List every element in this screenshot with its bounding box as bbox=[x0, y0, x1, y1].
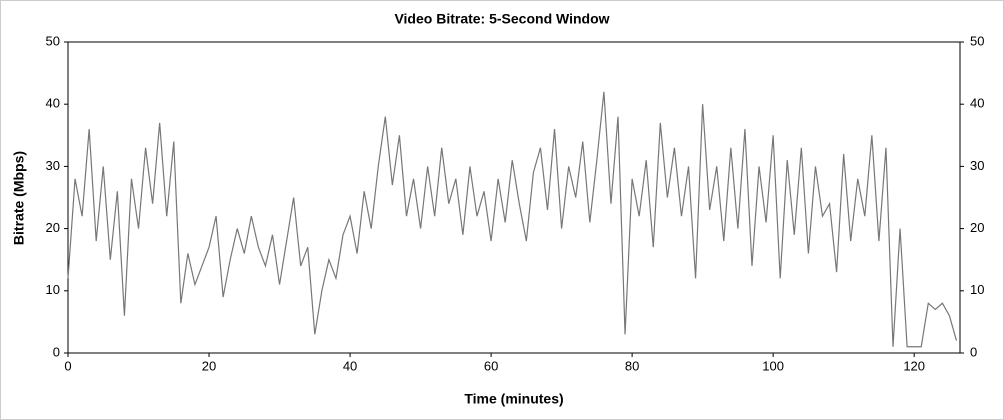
chart-title: Video Bitrate: 5-Second Window bbox=[394, 11, 609, 27]
x-tick-label: 40 bbox=[343, 358, 357, 373]
y-tick-label: 20 bbox=[46, 220, 60, 235]
x-tick-label: 100 bbox=[762, 358, 784, 373]
y2-tick-label: 30 bbox=[970, 158, 984, 173]
y2-tick-label: 50 bbox=[970, 33, 984, 48]
y2-tick-label: 40 bbox=[970, 96, 984, 111]
y-tick-label: 30 bbox=[46, 158, 60, 173]
y-tick-label: 0 bbox=[53, 344, 60, 359]
x-tick-label: 80 bbox=[625, 358, 639, 373]
y-axis-label: Bitrate (Mbps) bbox=[11, 151, 27, 245]
x-axis-label: Time (minutes) bbox=[464, 391, 563, 407]
y2-tick-label: 20 bbox=[970, 220, 984, 235]
x-tick-label: 120 bbox=[903, 358, 925, 373]
x-tick-label: 20 bbox=[202, 358, 216, 373]
plot-frame bbox=[67, 41, 961, 354]
y2-tick-label: 0 bbox=[970, 344, 977, 359]
x-tick-label: 0 bbox=[64, 358, 71, 373]
y2-tick-label: 10 bbox=[970, 282, 984, 297]
x-tick-label: 60 bbox=[484, 358, 498, 373]
y-tick-label: 10 bbox=[46, 282, 60, 297]
bitrate-line bbox=[67, 91, 958, 348]
y-tick-label: 40 bbox=[46, 96, 60, 111]
y-tick-label: 50 bbox=[46, 33, 60, 48]
